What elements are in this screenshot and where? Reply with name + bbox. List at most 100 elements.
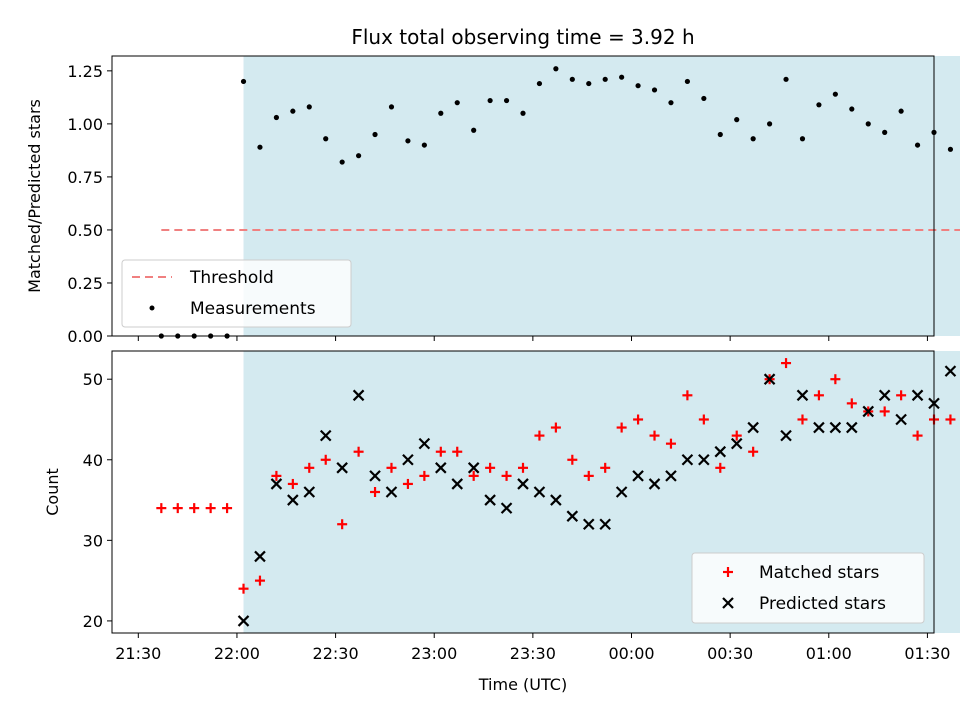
predicted-star-point	[500, 502, 513, 514]
predicted-star-point	[599, 518, 611, 531]
predicted-star-point	[517, 478, 529, 490]
matched-star-point	[797, 414, 808, 425]
legend-matched-swatch	[723, 567, 733, 577]
predicted-star-point	[566, 510, 579, 522]
measurement-point	[536, 80, 543, 87]
measurement-point	[668, 100, 674, 106]
measurement-point	[339, 159, 345, 165]
matched-star-point	[879, 406, 890, 417]
predicted-star-point	[829, 421, 842, 434]
x-tick-label: 22:30	[313, 644, 359, 663]
bottom-legend: Matched stars Predicted stars	[691, 552, 925, 624]
matched-star-point	[304, 462, 315, 473]
measurement-point	[750, 136, 756, 142]
matched-star-point	[222, 503, 233, 514]
matched-star-point	[172, 503, 183, 514]
measurement-point	[290, 108, 296, 114]
matched-star-point	[715, 462, 726, 473]
predicted-star-point	[270, 478, 283, 490]
measurement-point	[799, 136, 806, 142]
predicted-star-point	[352, 389, 365, 402]
measurement-point	[882, 129, 888, 135]
predicted-star-point	[681, 453, 694, 466]
matched-star-point	[419, 470, 430, 481]
predicted-star-point	[303, 486, 316, 498]
predicted-star-point	[550, 494, 562, 506]
x-tick-label: 00:00	[608, 644, 654, 663]
measurement-point	[947, 146, 954, 152]
measurement-point	[240, 78, 247, 85]
x-tick-label: 22:00	[214, 644, 260, 663]
measurement-point	[651, 87, 658, 93]
matched-star-point	[452, 446, 463, 457]
predicted-star-point	[287, 494, 299, 506]
matched-star-point	[567, 454, 578, 465]
measurement-point	[454, 100, 460, 106]
bottom-legend-box	[691, 552, 925, 624]
measurement-point	[356, 153, 362, 159]
top-y-tick-label: 1.00	[67, 115, 103, 134]
predicted-star-point	[632, 470, 644, 482]
matched-star-point	[337, 519, 348, 530]
predicted-star-point	[385, 486, 398, 498]
matched-star-point	[600, 462, 611, 473]
matched-star-point	[731, 430, 742, 441]
predicted-star-point	[336, 462, 348, 474]
measurement-point	[684, 78, 691, 85]
measurement-point	[849, 106, 855, 112]
predicted-star-point	[895, 413, 907, 426]
matched-star-point	[386, 462, 397, 473]
measurement-point	[635, 83, 641, 89]
matched-star-point	[748, 446, 759, 457]
bottom-axes-frame	[111, 350, 935, 634]
predicted-star-point	[615, 486, 628, 498]
predicted-star-point	[533, 486, 546, 498]
measurement-point	[619, 74, 625, 80]
bottom-y-tick-label: 40	[83, 451, 103, 470]
matched-star-point	[468, 470, 479, 481]
measurement-point	[569, 76, 575, 82]
bottom-x-axis: 21:30 22:00 22:30 23:00 23:30 00:00 00:30 01:00…	[115, 633, 950, 663]
top-panel: 0.00 0.25 0.50 0.75 1.00 1.25 Matched/Predict…	[25, 55, 960, 346]
matched-star-point	[435, 446, 446, 457]
matched-star-point	[583, 470, 594, 481]
predicted-star-point	[878, 389, 891, 402]
predicted-star-point	[944, 365, 957, 377]
top-y-tick-label: 0.25	[67, 274, 103, 293]
measurement-point	[323, 136, 329, 142]
measurement-point	[520, 110, 526, 116]
predicted-star-point	[763, 373, 776, 385]
matched-star-point	[518, 462, 528, 473]
measurement-point	[372, 131, 378, 138]
predicted-star-point	[813, 421, 825, 434]
measurement-point	[783, 76, 789, 82]
matched-star-point	[830, 374, 841, 385]
top-x-axis	[137, 336, 928, 341]
measurement-point	[503, 97, 510, 104]
matched-star-point	[534, 430, 545, 441]
measurements-series	[158, 66, 954, 339]
measurement-point	[388, 104, 395, 110]
predicted-star-point	[402, 453, 414, 466]
matched-star-point	[402, 478, 413, 489]
predicted-star-point	[796, 389, 809, 402]
predicted-star-point	[730, 437, 743, 450]
measurement-point	[701, 95, 707, 102]
matched-star-point	[156, 503, 167, 514]
measurement-point	[816, 102, 822, 108]
measurement-point	[487, 97, 493, 104]
measurement-point	[602, 76, 608, 82]
matched-star-point	[896, 390, 907, 401]
matched-star-point	[189, 503, 200, 514]
predicted-star-point	[846, 421, 858, 434]
predicted-star-point	[467, 462, 480, 474]
measurement-point	[914, 142, 921, 148]
matched-star-point	[501, 470, 512, 481]
legend-matched-label: Matched stars	[759, 563, 879, 583]
predicted-star-point	[319, 429, 332, 442]
top-axes-frame	[111, 55, 935, 337]
predicted-star-point	[714, 445, 727, 458]
matched-star-point	[254, 575, 265, 586]
matched-star-point	[633, 414, 644, 425]
matched-star-point	[682, 390, 693, 401]
